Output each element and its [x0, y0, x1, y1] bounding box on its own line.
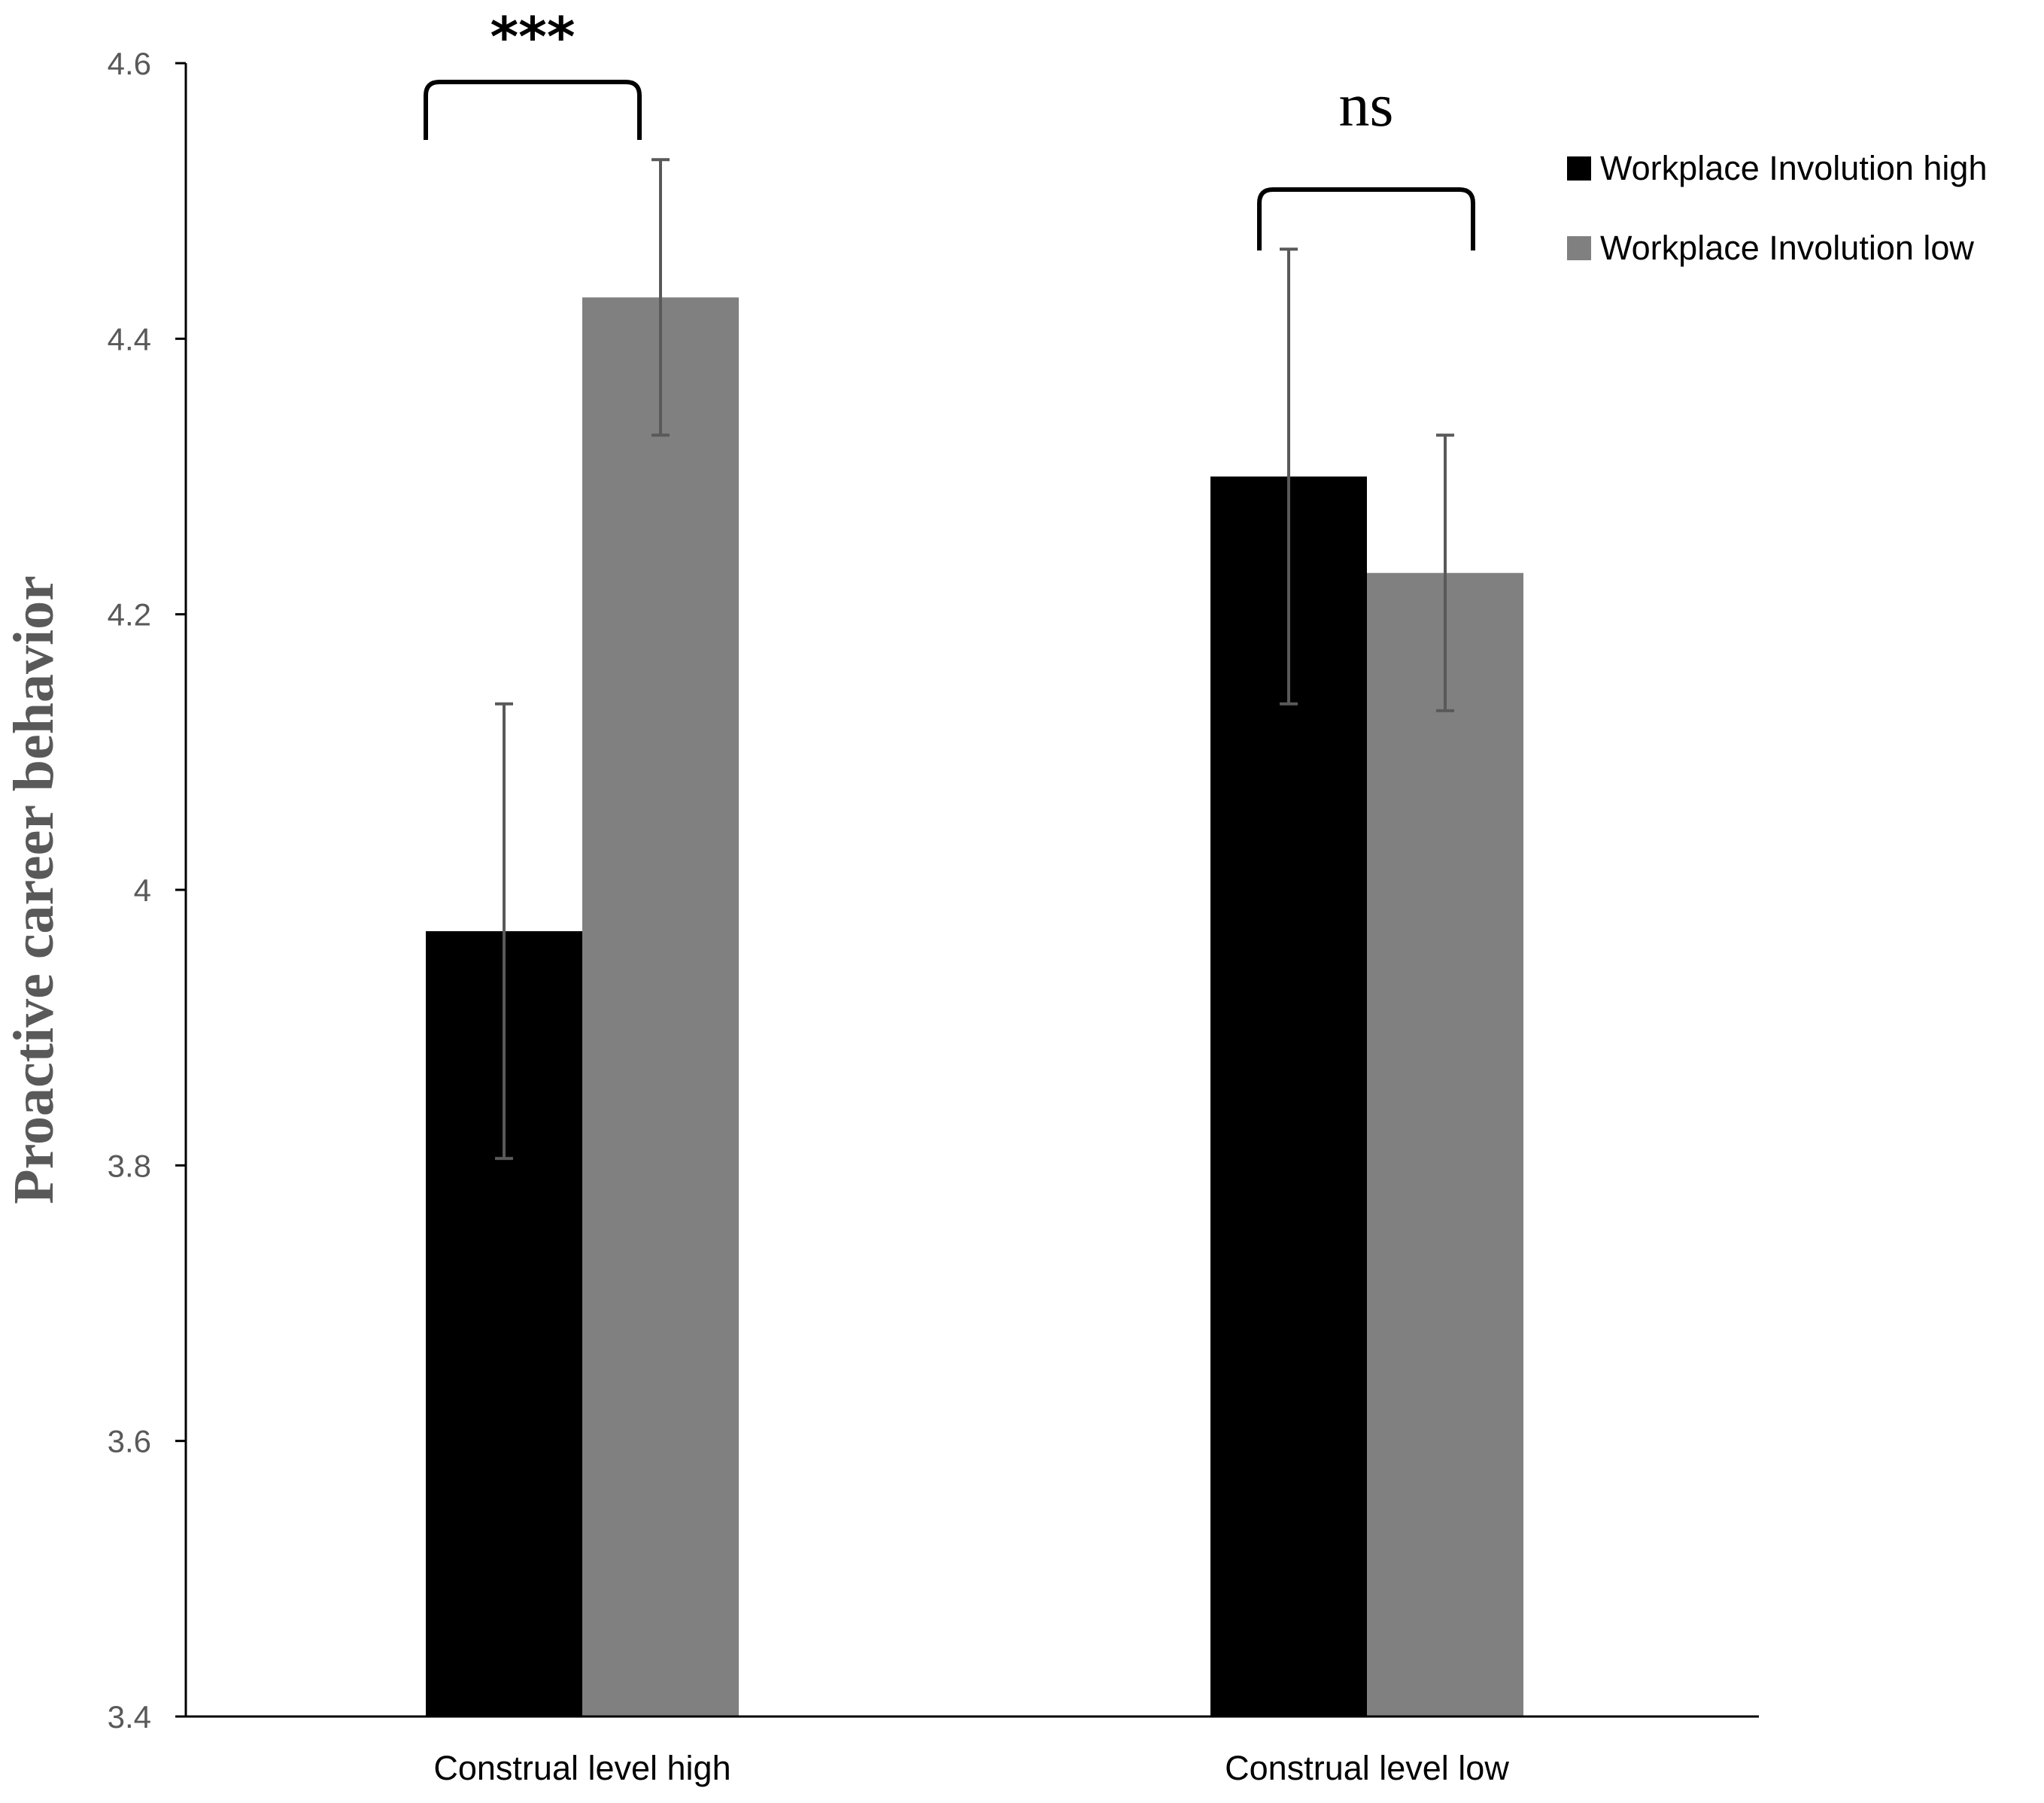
y-tick-label: 3.8: [108, 1148, 151, 1183]
x-category-label: Construal level high: [433, 1749, 730, 1787]
legend-swatch: [1567, 156, 1591, 181]
bar: [582, 297, 739, 1717]
legend-label: Workplace Involution low: [1600, 229, 1974, 267]
y-tick-label: 3.6: [108, 1424, 151, 1459]
significance-bracket: [424, 80, 642, 140]
y-axis-label: Proactive career behavior: [2, 575, 65, 1204]
bar: [1367, 572, 1523, 1716]
significance-label: ns: [1339, 71, 1394, 139]
significance-bracket: [1257, 187, 1475, 250]
x-category-label: Construal level low: [1225, 1749, 1509, 1787]
y-tick-label: 3.4: [108, 1699, 151, 1735]
y-tick-label: 4.6: [108, 46, 151, 81]
y-tick-label: 4.4: [108, 321, 151, 357]
legend-label: Workplace Involution high: [1600, 149, 1987, 187]
y-tick-label: 4: [134, 873, 151, 908]
legend-swatch: [1567, 236, 1591, 260]
significance-label: ***: [490, 5, 576, 68]
y-tick-label: 4.2: [108, 597, 151, 633]
